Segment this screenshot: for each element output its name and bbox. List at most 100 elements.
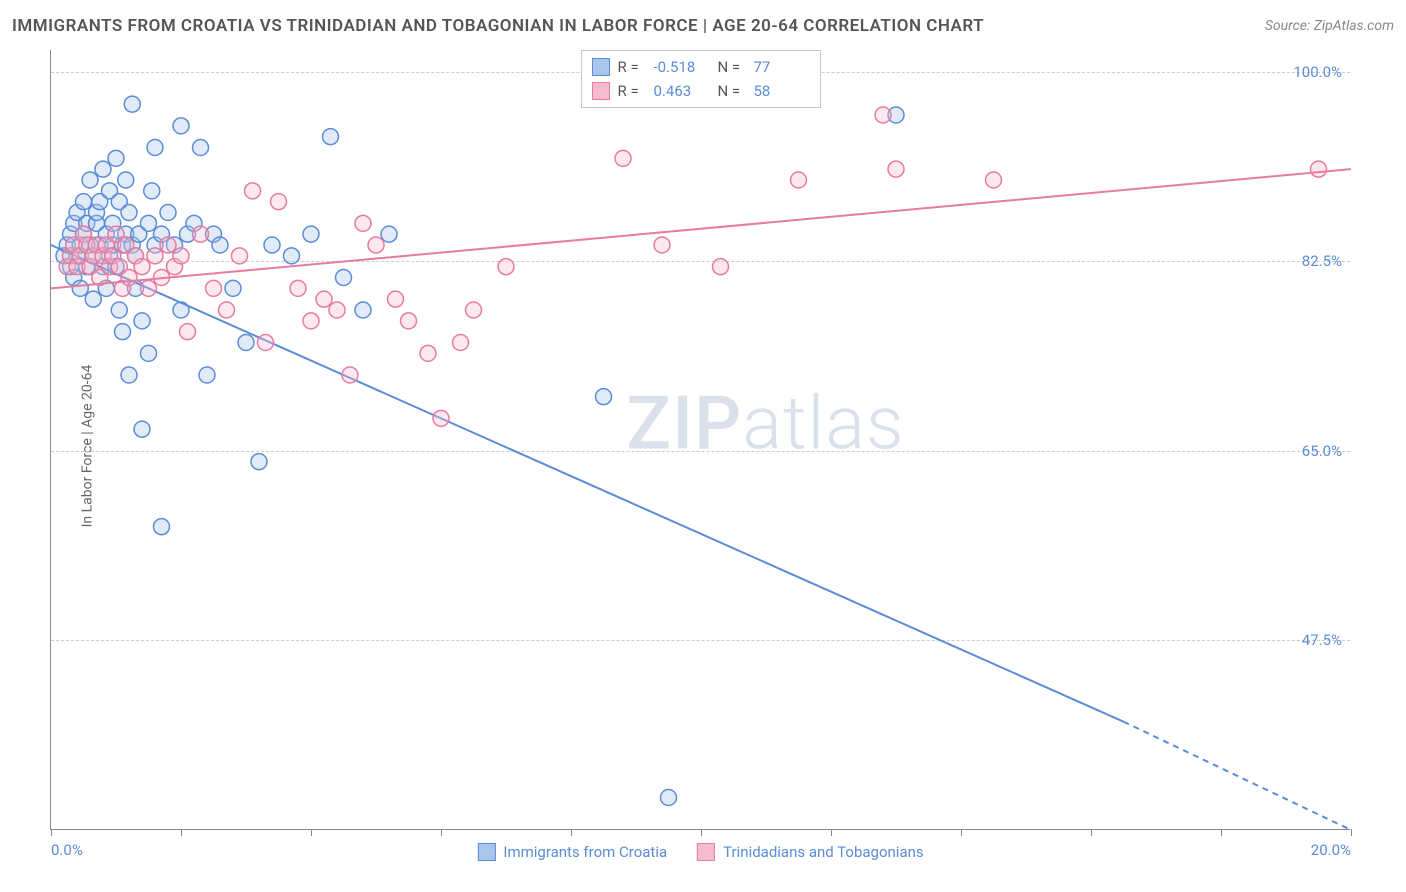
trend-line-extrapolated [1124, 722, 1352, 830]
data-point [271, 194, 287, 210]
x-tick [181, 829, 182, 836]
legend-item: Trinidadians and Tobagonians [697, 843, 923, 861]
data-point [121, 367, 137, 383]
legend-swatch-pink [697, 843, 715, 861]
data-point [303, 313, 319, 329]
x-tick [571, 829, 572, 836]
legend-n-value: 77 [754, 55, 810, 79]
data-point [141, 280, 157, 296]
x-tick [831, 829, 832, 836]
data-point [401, 313, 417, 329]
data-point [154, 519, 170, 535]
legend-correlation: R = -0.518 N = 77 R = 0.463 N = 58 [581, 50, 821, 108]
data-point [713, 259, 729, 275]
data-point [115, 324, 131, 340]
data-point [986, 172, 1002, 188]
data-point [336, 270, 352, 286]
data-point [342, 367, 358, 383]
x-tick [1091, 829, 1092, 836]
data-point [206, 280, 222, 296]
data-point [284, 248, 300, 264]
data-point [160, 237, 176, 253]
data-point [290, 280, 306, 296]
data-point [381, 226, 397, 242]
data-point [433, 410, 449, 426]
data-point [134, 421, 150, 437]
data-point [134, 313, 150, 329]
data-point [121, 270, 137, 286]
data-point [258, 335, 274, 351]
legend-n-value: 58 [754, 79, 810, 103]
data-point [264, 237, 280, 253]
data-point [466, 302, 482, 318]
x-tick [311, 829, 312, 836]
legend-swatch-blue [477, 843, 495, 861]
plot-svg [51, 50, 1350, 829]
data-point [654, 237, 670, 253]
data-point [199, 367, 215, 383]
legend-series-label: Trinidadians and Tobagonians [723, 843, 923, 861]
legend-r-value: 0.463 [654, 79, 710, 103]
data-point [180, 324, 196, 340]
legend-swatch-pink [592, 82, 610, 100]
data-point [193, 226, 209, 242]
data-point [329, 302, 345, 318]
data-point [661, 790, 677, 806]
data-point [888, 161, 904, 177]
trend-line [51, 245, 1124, 722]
data-point [124, 96, 140, 112]
data-point [173, 248, 189, 264]
data-point [251, 454, 267, 470]
data-point [615, 150, 631, 166]
legend-row: R = 0.463 N = 58 [592, 79, 810, 103]
data-point [144, 183, 160, 199]
data-point [108, 150, 124, 166]
data-point [453, 335, 469, 351]
legend-r-value: -0.518 [654, 55, 710, 79]
legend-series-label: Immigrants from Croatia [503, 843, 667, 861]
data-point [141, 345, 157, 361]
data-point [791, 172, 807, 188]
source-label: Source: ZipAtlas.com [1265, 18, 1394, 34]
data-point [232, 248, 248, 264]
data-point [303, 226, 319, 242]
x-tick [441, 829, 442, 836]
data-point [245, 183, 261, 199]
x-tick [1221, 829, 1222, 836]
x-tick [961, 829, 962, 836]
data-point [355, 302, 371, 318]
data-point [323, 129, 339, 145]
data-point [193, 140, 209, 156]
data-point [316, 291, 332, 307]
data-point [219, 302, 235, 318]
chart-title: IMMIGRANTS FROM CROATIA VS TRINIDADIAN A… [12, 16, 984, 36]
data-point [1311, 161, 1327, 177]
x-tick [1351, 829, 1352, 836]
legend-n-label: N = [718, 79, 746, 103]
data-point [111, 302, 127, 318]
legend-item: Immigrants from Croatia [477, 843, 667, 861]
data-point [388, 291, 404, 307]
legend-r-label: R = [618, 55, 646, 79]
data-point [355, 215, 371, 231]
data-point [82, 172, 98, 188]
data-point [85, 291, 101, 307]
data-point [596, 389, 612, 405]
data-point [95, 161, 111, 177]
data-point [141, 215, 157, 231]
data-point [212, 237, 228, 253]
data-point [72, 280, 88, 296]
data-point [118, 172, 134, 188]
legend-row: R = -0.518 N = 77 [592, 55, 810, 79]
data-point [225, 280, 241, 296]
data-point [238, 335, 254, 351]
data-point [121, 205, 137, 221]
data-point [173, 118, 189, 134]
data-point [76, 194, 92, 210]
data-point [498, 259, 514, 275]
x-tick [51, 829, 52, 836]
data-point [134, 259, 150, 275]
legend-swatch-blue [592, 58, 610, 76]
data-point [368, 237, 384, 253]
data-point [160, 205, 176, 221]
